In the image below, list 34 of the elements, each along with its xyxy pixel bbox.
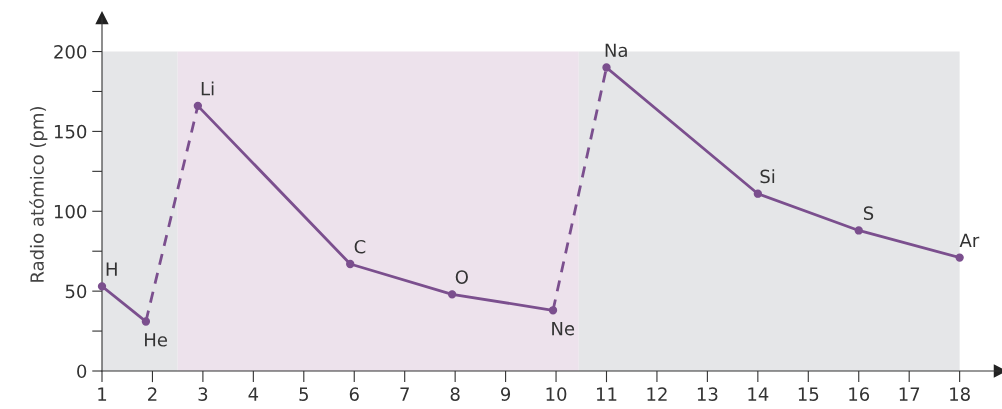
x-tick-label: 4	[248, 387, 259, 401]
x-tick-label: 11	[596, 387, 617, 401]
x-tick-label: 18	[950, 387, 970, 401]
y-tick-label: 200	[54, 45, 87, 59]
y-axis-title: Radio atómico (pm)	[29, 107, 48, 282]
x-tick-label: 16	[849, 387, 870, 401]
x-tick-label: 14	[748, 387, 769, 401]
x-tick-label: 1	[98, 387, 107, 401]
x-tick-label: 2	[148, 387, 157, 401]
annotation: C	[354, 239, 366, 254]
x-tick-label: 15	[798, 387, 819, 401]
annotation: He	[145, 333, 167, 347]
y-tick-label: 50	[65, 284, 87, 299]
y-tick-label: 100	[54, 204, 87, 219]
annotation: Na	[605, 43, 627, 58]
x-tick-label: 13	[697, 387, 718, 401]
annotation: H	[106, 262, 117, 276]
x-tick-label: 10	[546, 387, 567, 401]
annotation: O	[455, 270, 468, 284]
x-tick-label: 12	[647, 387, 667, 401]
annotation: Ne	[552, 321, 575, 336]
y-tick-label: 0	[77, 364, 87, 379]
y-tick-label: 150	[54, 124, 87, 139]
x-tick-label: 3	[198, 387, 208, 401]
annotation: Si	[760, 169, 775, 184]
annotation: S	[863, 206, 874, 220]
x-tick-label: 7	[400, 387, 409, 401]
x-tick-label: 17	[899, 387, 920, 401]
x-tick-label: 8	[450, 387, 460, 401]
x-tick-label: 5	[299, 387, 308, 401]
annotation: Ar	[959, 233, 980, 247]
x-tick-label: 9	[500, 387, 511, 401]
x-tick-label: 6	[349, 387, 359, 401]
annotation: Li	[201, 81, 214, 96]
